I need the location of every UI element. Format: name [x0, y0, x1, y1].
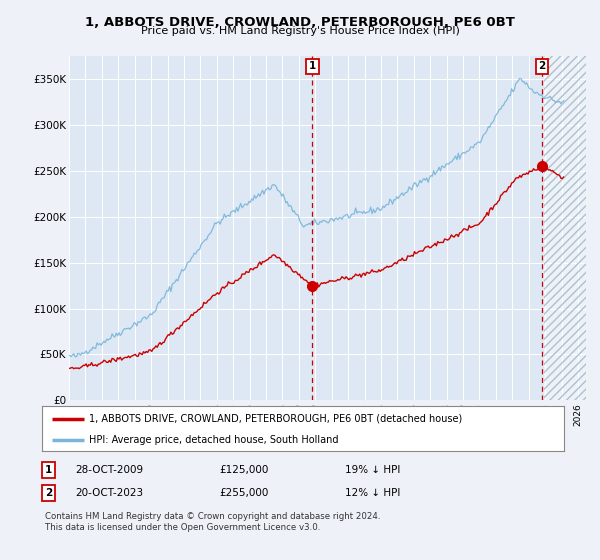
Text: 1: 1 [45, 465, 52, 475]
Text: This data is licensed under the Open Government Licence v3.0.: This data is licensed under the Open Gov… [45, 523, 320, 532]
Text: 1, ABBOTS DRIVE, CROWLAND, PETERBOROUGH, PE6 0BT: 1, ABBOTS DRIVE, CROWLAND, PETERBOROUGH,… [85, 16, 515, 29]
Text: 28-OCT-2009: 28-OCT-2009 [75, 465, 143, 475]
Text: £255,000: £255,000 [219, 488, 268, 498]
Text: 20-OCT-2023: 20-OCT-2023 [75, 488, 143, 498]
Text: 2: 2 [538, 61, 545, 71]
Text: 2: 2 [45, 488, 52, 498]
Text: Price paid vs. HM Land Registry's House Price Index (HPI): Price paid vs. HM Land Registry's House … [140, 26, 460, 36]
Text: 1: 1 [309, 61, 316, 71]
Text: 1, ABBOTS DRIVE, CROWLAND, PETERBOROUGH, PE6 0BT (detached house): 1, ABBOTS DRIVE, CROWLAND, PETERBOROUGH,… [89, 413, 462, 423]
Text: 19% ↓ HPI: 19% ↓ HPI [345, 465, 400, 475]
Text: HPI: Average price, detached house, South Holland: HPI: Average price, detached house, Sout… [89, 435, 338, 445]
Text: Contains HM Land Registry data © Crown copyright and database right 2024.: Contains HM Land Registry data © Crown c… [45, 512, 380, 521]
Text: 12% ↓ HPI: 12% ↓ HPI [345, 488, 400, 498]
Text: £125,000: £125,000 [219, 465, 268, 475]
Bar [544, 56, 586, 400]
